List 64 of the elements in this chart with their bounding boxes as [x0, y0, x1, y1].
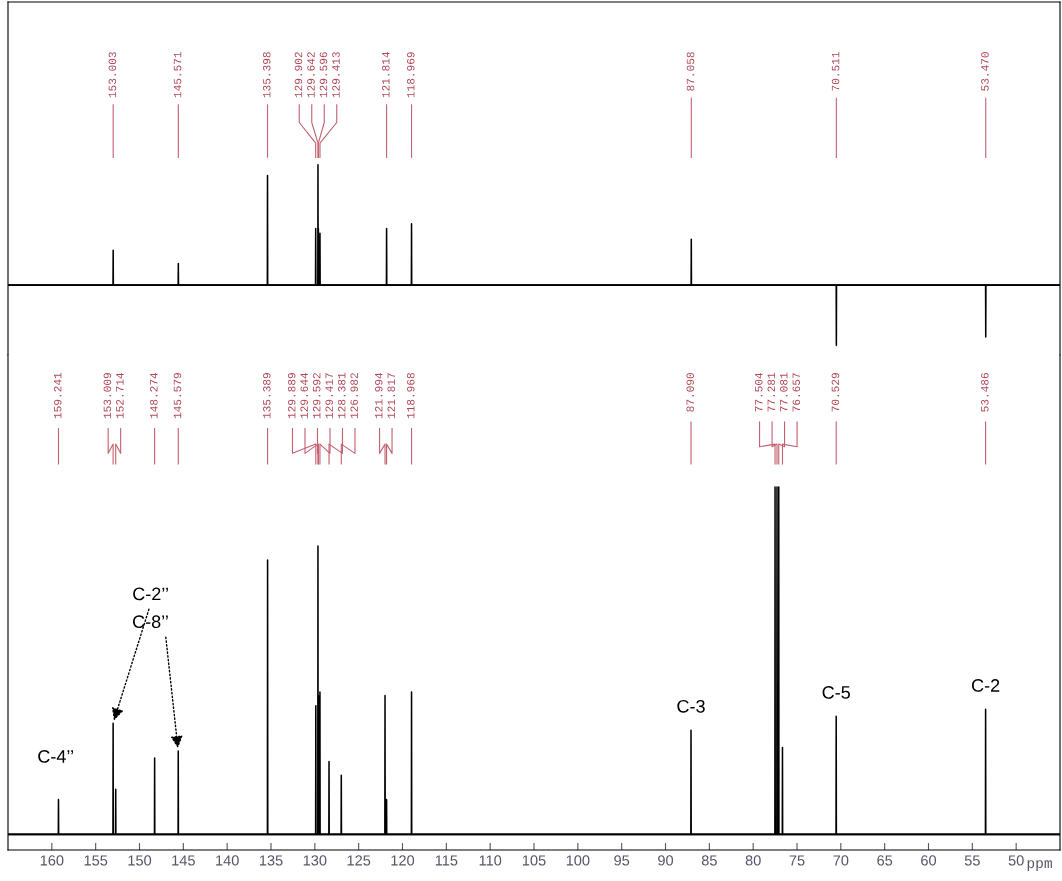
annotation: 70.529	[831, 373, 840, 412]
annotation: 153.009	[103, 373, 112, 419]
x-tick-label: 60	[921, 855, 937, 866]
x-tick-label: 95	[614, 855, 630, 866]
x-tick-label: 140	[216, 855, 239, 866]
annotation: 87.058	[686, 52, 695, 91]
annotation: 77.081	[780, 372, 788, 412]
annotation: 129.417	[325, 373, 333, 419]
annotation: 129.596	[319, 52, 328, 98]
annotation: 53.486	[981, 373, 989, 412]
x-tick-label: 105	[522, 855, 546, 866]
x-tick-label: 145	[172, 855, 195, 866]
annotation: 145.571	[173, 51, 182, 98]
annotation: 53.470	[981, 52, 989, 91]
annotation: 76.657	[792, 373, 801, 412]
x-tick-label: 75	[789, 855, 805, 866]
x-tick-label: 135	[259, 855, 283, 866]
x-tick-label: 100	[566, 855, 590, 866]
annotation: C-2	[971, 679, 1000, 692]
x-tick-label: 70	[833, 855, 849, 866]
annotation: 77.504	[755, 372, 763, 412]
x-tick-label: 50	[1008, 855, 1024, 866]
annotation: 128.381	[337, 372, 346, 419]
annotation: 87.090	[686, 373, 694, 412]
annotation: 77.281	[767, 372, 776, 412]
x-tick-label: 160	[40, 855, 64, 866]
annotation: 70.511	[831, 51, 840, 91]
x-tick-label: 90	[658, 855, 674, 866]
x-tick-label: 55	[964, 855, 980, 866]
annotation: 121.994	[374, 372, 383, 419]
x-tick-label: 85	[701, 855, 717, 866]
annotation: 129.644	[300, 372, 308, 419]
annotation: 153.003	[108, 52, 117, 98]
x-tick-label: 150	[128, 855, 152, 866]
annotation: 135.398	[262, 52, 271, 98]
annotation: 121.814	[382, 51, 390, 98]
x-tick-label: 65	[877, 855, 893, 866]
x-tick-label: 155	[84, 855, 108, 866]
annotation: 129.902	[294, 52, 303, 98]
x-tick-label: 130	[303, 855, 327, 866]
x-tick-label: 110	[479, 855, 502, 866]
annotation: C-2’’	[133, 587, 168, 601]
annotation: 121.817	[387, 373, 396, 419]
annotation: 118.969	[406, 52, 415, 98]
x-tick-label: 125	[347, 855, 371, 866]
annotation: 129.413	[332, 52, 340, 98]
annotation: C-4’’	[38, 750, 73, 763]
x-tick-label: 80	[745, 855, 761, 866]
annotation: 135.389	[263, 373, 271, 419]
annotation: 118.968	[406, 373, 415, 419]
annotation: 148.274	[150, 372, 158, 419]
annotation: 126.982	[350, 373, 358, 419]
annotation: 129.642	[307, 52, 315, 98]
annotation: 152.714	[116, 372, 124, 419]
annotation: 129.889	[287, 373, 296, 419]
annotation: 129.592	[312, 373, 321, 419]
x-tick-label: 115	[435, 855, 458, 866]
annotation: 159.241	[53, 372, 62, 419]
annotation: 145.579	[173, 373, 182, 419]
annotation: C-8’’	[133, 615, 168, 629]
annotation: C-3	[677, 699, 705, 713]
x-axis-title: ppm	[1027, 860, 1052, 872]
x-tick-label: 120	[391, 855, 415, 866]
annotation: C-5	[822, 686, 850, 699]
